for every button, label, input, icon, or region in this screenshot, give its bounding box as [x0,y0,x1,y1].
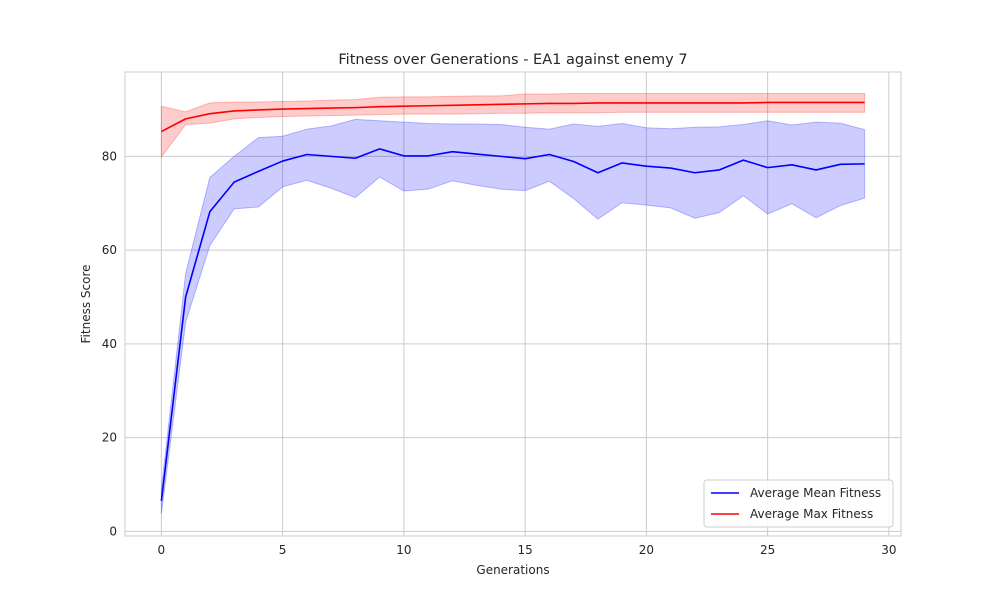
average-max-fitness-line [161,101,865,133]
y-axis-label: Fitness Score [79,265,93,344]
average-max-fitness-band [160,93,866,159]
x-tick-label: 0 [158,543,166,557]
legend-box [703,479,894,528]
x-tick-label: 30 [881,543,896,557]
average-mean-fitness-band [160,118,866,515]
x-tick-label: 20 [639,543,654,557]
legend-label-max: Average Max Fitness [750,507,873,521]
y-tick-label: 0 [109,524,117,538]
chart-title: Fitness over Generations - EA1 against e… [338,52,687,68]
x-axis-label: Generations [476,563,549,577]
confidence-bands [160,93,866,515]
x-tick-label: 15 [517,543,532,557]
grid [125,72,901,536]
x-tick-label: 25 [760,543,775,557]
y-tick-labels: 0 20 40 60 80 [102,149,117,538]
x-tick-labels: 0 5 10 15 20 25 30 [158,543,897,557]
average-mean-fitness-line [160,148,865,501]
y-tick-label: 20 [102,431,117,445]
series-lines [160,101,865,501]
y-tick-label: 40 [102,337,117,351]
plot-area [125,72,901,536]
legend: Average Mean Fitness Average Max Fitness [703,479,894,528]
x-tick-label: 10 [396,543,411,557]
y-tick-label: 80 [102,149,117,163]
plot-frame [124,71,902,537]
y-tick-label: 60 [102,243,117,257]
x-tick-label: 5 [279,543,287,557]
legend-label-mean: Average Mean Fitness [750,486,881,500]
